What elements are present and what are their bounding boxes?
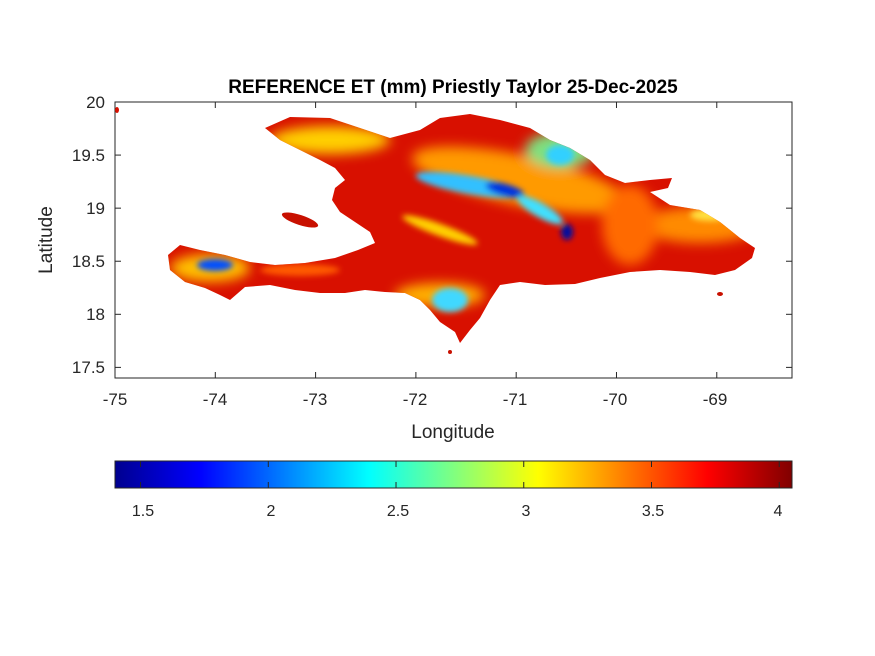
- x-axis-label: Longitude: [411, 422, 494, 443]
- islet-east: [717, 292, 723, 296]
- colorbar-ticks: [140, 461, 780, 488]
- map-title: REFERENCE ET (mm) Priestly Taylor 25-Dec…: [228, 77, 678, 98]
- x-ticks: [114, 102, 718, 378]
- colorbar: [114, 460, 793, 489]
- colorbar-tick-label: 4: [774, 503, 783, 520]
- x-tick-label: -72: [403, 390, 428, 409]
- x-tick-label: -70: [603, 390, 628, 409]
- y-tick-label: 18.5: [72, 252, 105, 271]
- colorbar-tick-labels: 1.5 2 2.5 3 3.5 4: [132, 503, 783, 520]
- colorbar-tick-label: 3.5: [642, 503, 664, 520]
- tortuga-island: [281, 212, 319, 228]
- x-tick-label: -69: [703, 390, 728, 409]
- x-tick-label: -71: [503, 390, 528, 409]
- islet-nw: [115, 107, 119, 113]
- y-tick-label: 19: [86, 199, 105, 218]
- colorbar-tick-label: 2.5: [387, 503, 409, 520]
- x-tick-labels: -75 -74 -73 -72 -71 -70 -69: [103, 390, 728, 409]
- y-tick-labels: 20 19.5 19 18.5 18 17.5: [72, 93, 105, 377]
- small-islet: [448, 350, 452, 354]
- x-tick-label: -73: [303, 390, 328, 409]
- y-axis-label: Latitude: [36, 206, 57, 274]
- y-ticks: [115, 101, 792, 368]
- y-tick-label: 20: [86, 93, 105, 112]
- colorbar-tick-label: 3: [522, 503, 531, 520]
- y-tick-label: 18: [86, 305, 105, 324]
- colorbar-tick-label: 2: [267, 503, 276, 520]
- x-tick-label: -75: [103, 390, 128, 409]
- colorbar-tick-label: 1.5: [132, 503, 154, 520]
- x-tick-label: -74: [203, 390, 228, 409]
- y-tick-label: 19.5: [72, 146, 105, 165]
- y-tick-label: 17.5: [72, 358, 105, 377]
